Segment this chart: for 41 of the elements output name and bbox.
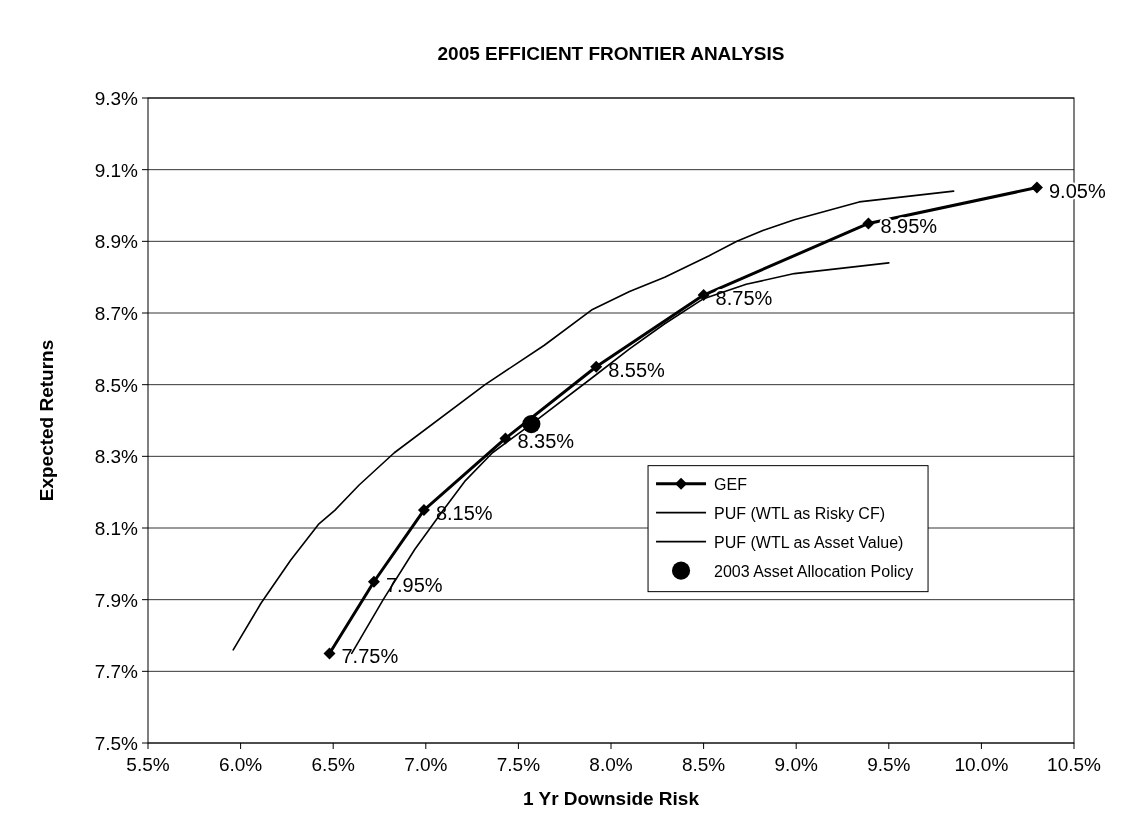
point	[323, 647, 336, 660]
y-tick-label: 8.5%	[94, 374, 139, 396]
legend-label: PUF (WTL as Asset Value)	[714, 533, 904, 551]
point	[1030, 181, 1043, 194]
y-tick-label: 8.9%	[94, 231, 139, 253]
y-tick-label: 8.1%	[94, 518, 139, 539]
y-axis-title: Expected Returns	[36, 339, 57, 502]
x-tick-label: 8.0%	[589, 754, 633, 775]
x-tick-label: 7.0%	[404, 754, 448, 775]
data-label: 8.95%	[880, 215, 938, 238]
data-label: 8.55%	[608, 358, 666, 381]
y-tick-label: 7.7%	[94, 661, 139, 683]
x-tick-label: 8.5%	[681, 754, 726, 775]
x-tick-label: 9.5%	[867, 754, 911, 775]
x-tick-label: 10.0%	[954, 754, 1009, 775]
chart-title: 2005 EFFICIENT FRONTIER ANALYSIS	[437, 43, 785, 64]
point	[862, 217, 875, 230]
x-tick-label: 6.0%	[218, 754, 263, 775]
point	[367, 575, 380, 588]
data-label: 8.35%	[517, 430, 575, 453]
y-tick-label: 8.3%	[94, 446, 139, 468]
x-axis-title: 1 Yr Downside Risk	[523, 788, 700, 809]
x-tick-label: 5.5%	[126, 754, 170, 775]
x-tick-label: 9.0%	[774, 754, 818, 775]
point	[590, 360, 603, 373]
data-label: 8.75%	[715, 287, 773, 310]
x-tick-label: 10.5%	[1047, 754, 1102, 775]
y-tick-label: 7.5%	[94, 733, 139, 754]
x-tick-label: 7.5%	[496, 754, 541, 775]
legend-label: 2003 Asset Allocation Policy	[714, 562, 914, 580]
y-tick-label: 9.1%	[94, 159, 139, 181]
data-label: 7.75%	[341, 645, 399, 668]
point	[522, 415, 541, 434]
data-label: 9.05%	[1048, 179, 1106, 202]
y-tick-label: 8.7%	[94, 303, 139, 324]
y-tick-label: 7.9%	[94, 589, 139, 611]
point	[417, 504, 430, 517]
x-tick-label: 6.5%	[311, 754, 355, 775]
y-tick-label: 9.3%	[94, 88, 139, 109]
legend-label: GEF	[714, 475, 748, 493]
legend-label: PUF (WTL as Risky CF)	[714, 504, 885, 522]
